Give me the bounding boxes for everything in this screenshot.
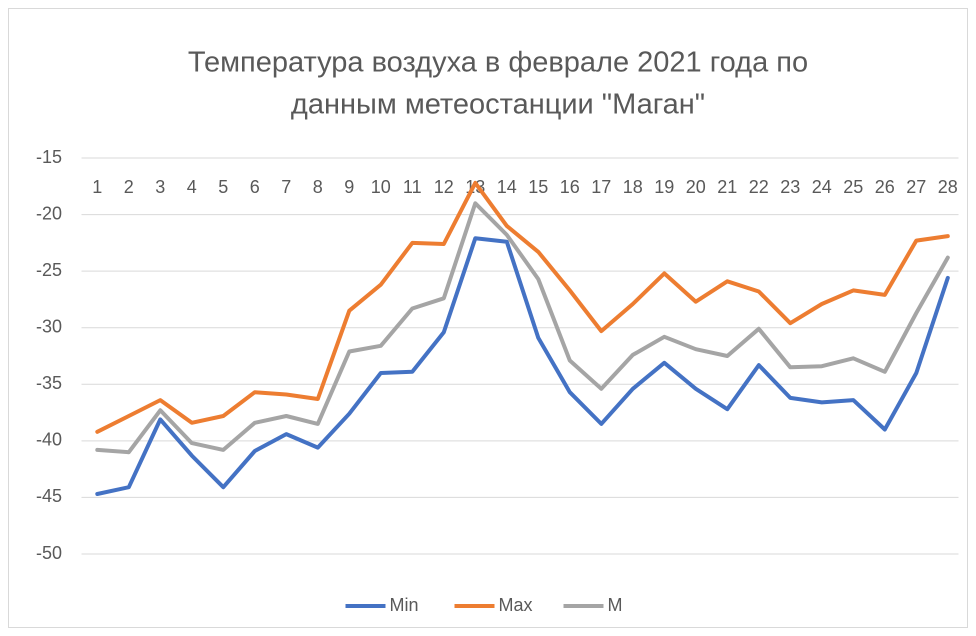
data-line: [95, 236, 950, 496]
x-tick-label: 22: [749, 177, 769, 197]
x-tick-label: 1: [92, 177, 102, 197]
x-tick-label: 26: [875, 177, 895, 197]
chart-border: [8, 8, 968, 628]
x-tick-label: 21: [717, 177, 737, 197]
x-tick-label: 24: [812, 177, 832, 197]
x-tick-label: 11: [403, 177, 422, 197]
data-line: [95, 180, 950, 434]
x-tick-label: 2: [124, 177, 134, 197]
x-tick-label: 16: [560, 177, 580, 197]
x-tick-label: 12: [434, 177, 454, 197]
x-tick-label: 15: [528, 177, 548, 197]
x-tick-label: 20: [686, 177, 706, 197]
legend-label: Min: [390, 595, 419, 615]
y-tick-label: -35: [36, 373, 62, 393]
y-tick-label: -20: [36, 203, 62, 223]
x-tick-label: 4: [187, 177, 197, 197]
x-tick-label: 19: [654, 177, 674, 197]
y-tick-label: -45: [36, 486, 62, 506]
x-tick-label: 27: [906, 177, 926, 197]
x-tick-label: 14: [497, 177, 517, 197]
x-tick-label: 10: [371, 177, 391, 197]
legend-label: Max: [499, 595, 533, 615]
x-tick-label: 5: [218, 177, 228, 197]
y-tick-label: -50: [36, 543, 62, 563]
x-tick-label: 28: [938, 177, 958, 197]
data-line: [95, 201, 950, 455]
chart-title: Температура воздуха в феврале 2021 года …: [188, 47, 808, 79]
x-tick-label: 23: [780, 177, 800, 197]
x-tick-label: 9: [344, 177, 354, 197]
x-tick-label: 18: [623, 177, 643, 197]
x-tick-label: 17: [591, 177, 611, 197]
x-tick-label: 8: [313, 177, 323, 197]
y-tick-label: -30: [36, 316, 62, 336]
y-tick-label: -15: [36, 147, 62, 167]
x-tick-label: 7: [281, 177, 291, 197]
x-tick-label: 6: [250, 177, 260, 197]
x-tick-label: 3: [155, 177, 165, 197]
y-tick-label: -40: [36, 430, 62, 450]
x-tick-label: 25: [843, 177, 863, 197]
y-tick-label: -25: [36, 260, 62, 280]
chart-title: данным метеостанции "Маган": [291, 89, 705, 121]
legend-label: M: [608, 595, 623, 615]
